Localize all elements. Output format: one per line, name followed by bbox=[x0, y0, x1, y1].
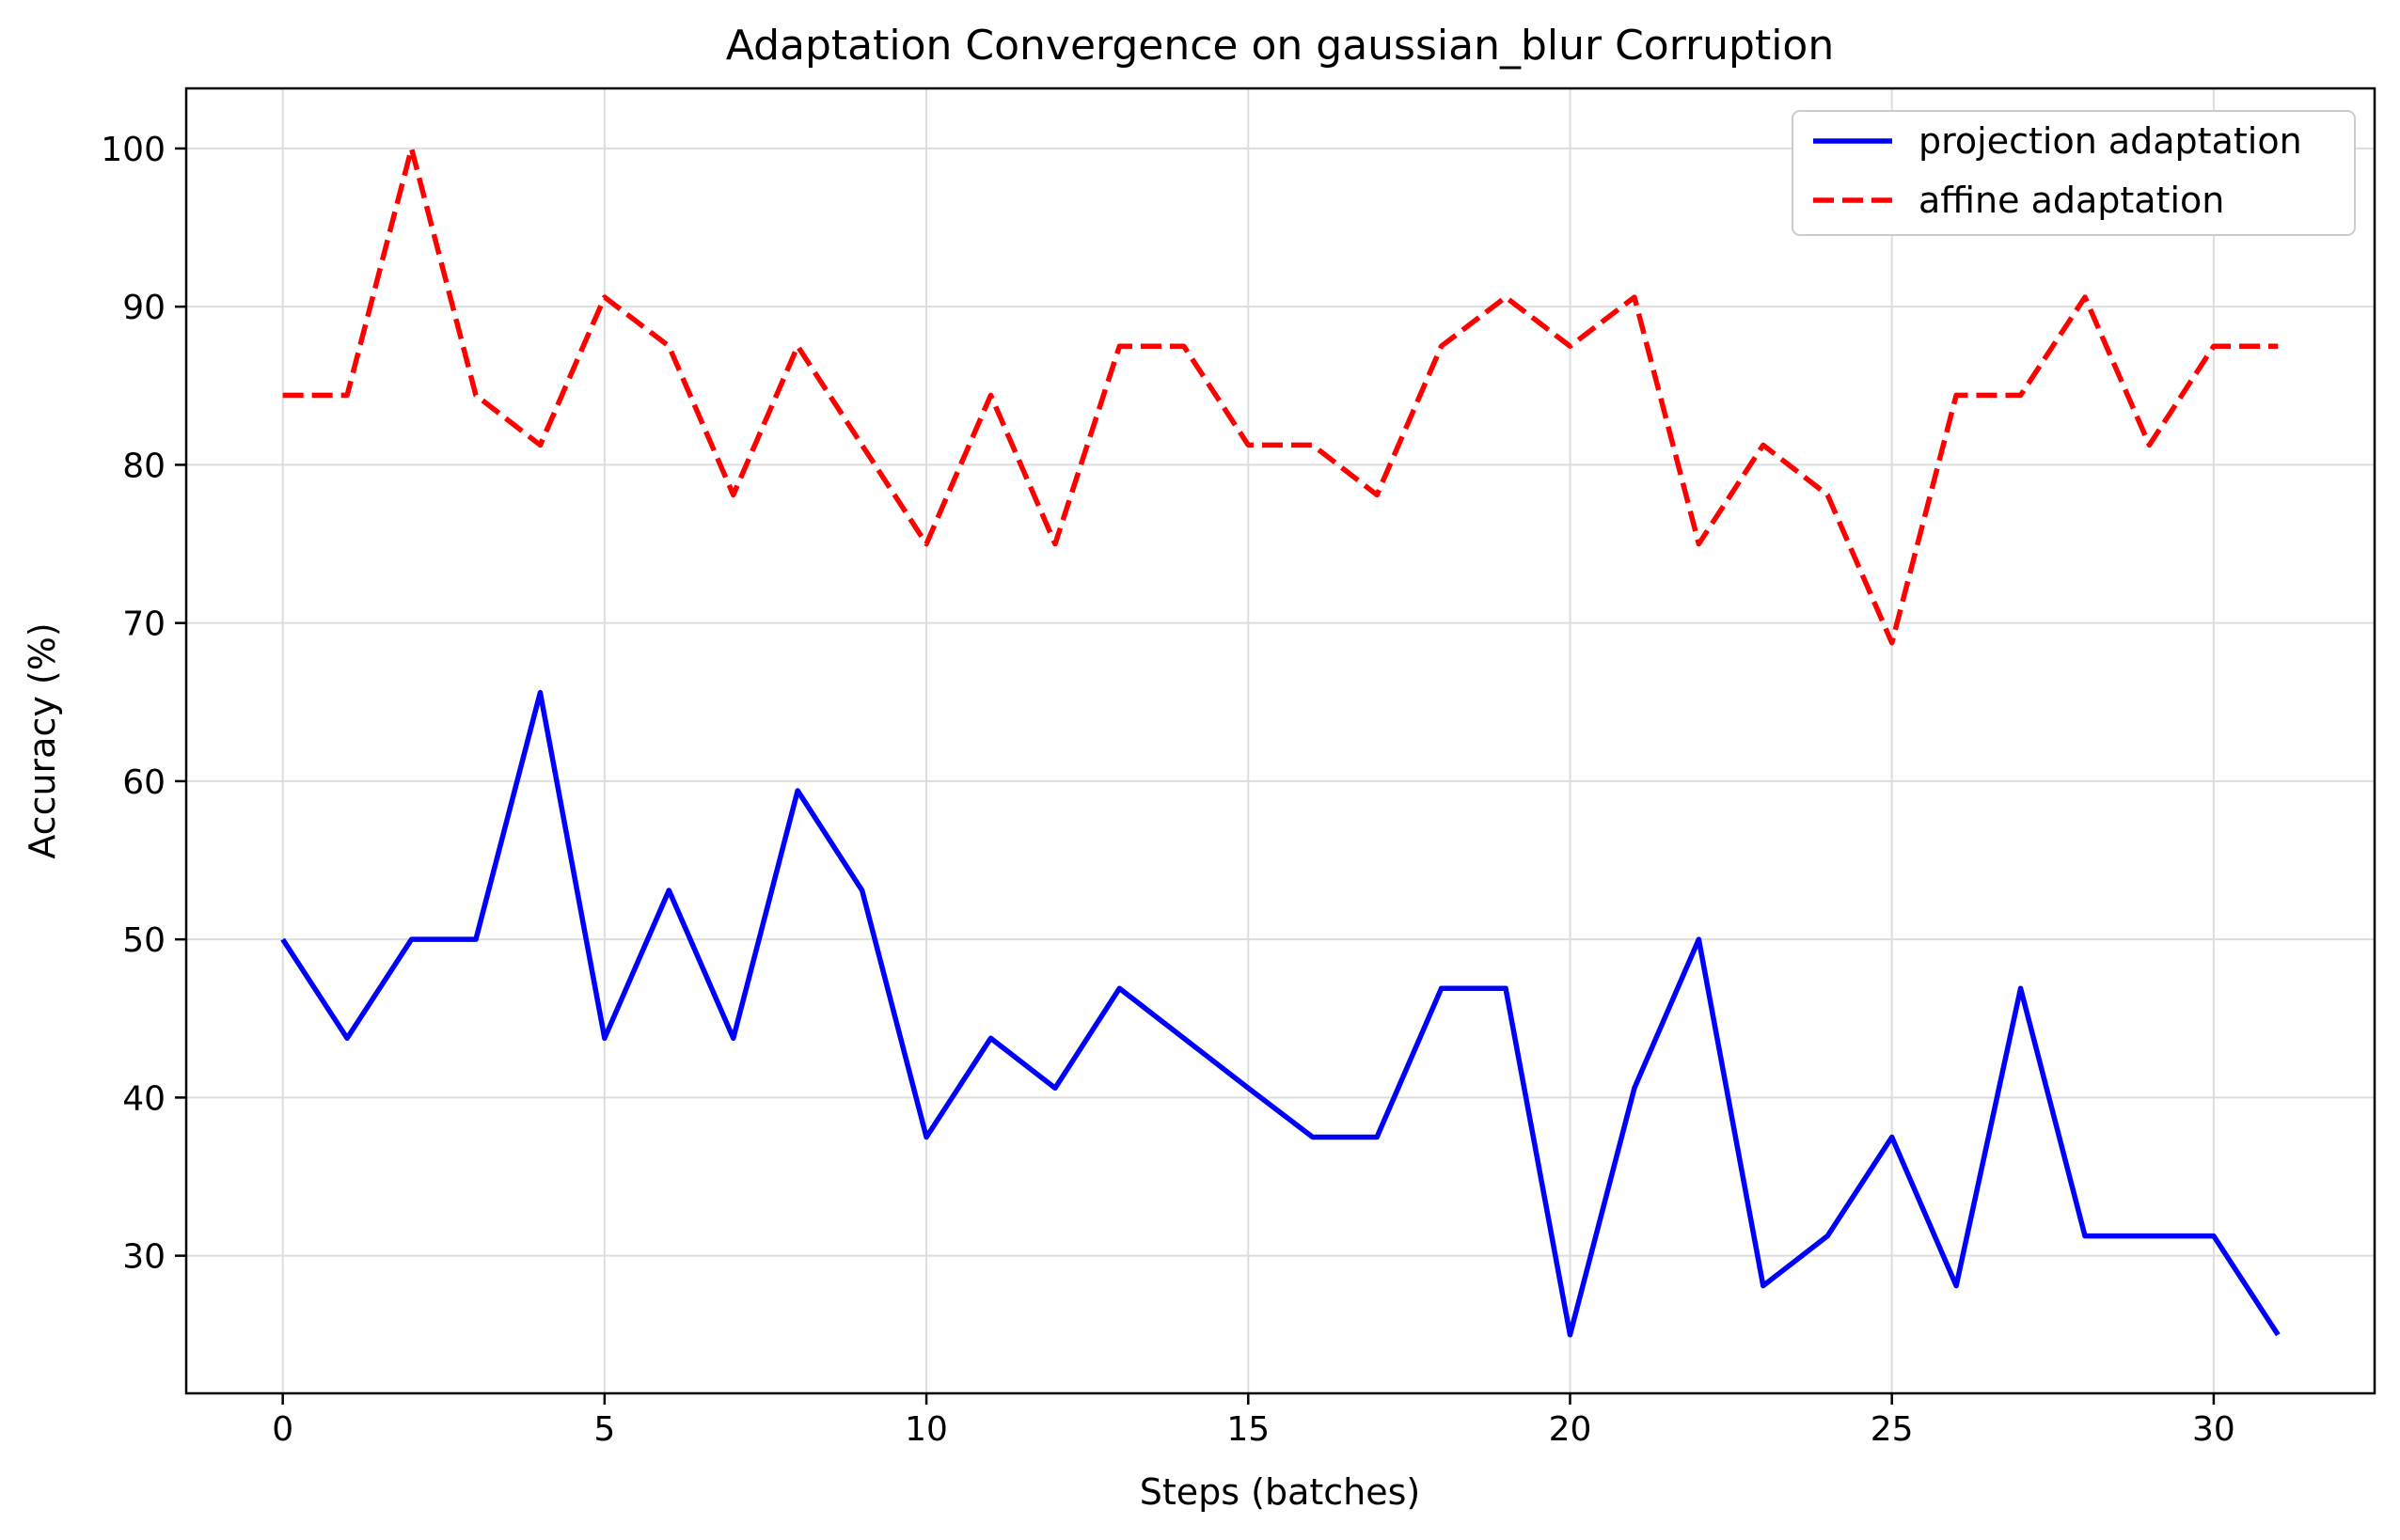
x-tick-label: 10 bbox=[905, 1410, 948, 1449]
x-tick-label: 25 bbox=[1871, 1410, 1914, 1449]
x-tick-label: 15 bbox=[1226, 1410, 1270, 1449]
legend-label-2: affine adaptation bbox=[1918, 180, 2224, 221]
x-tick-label: 30 bbox=[2192, 1410, 2235, 1449]
y-tick-label: 50 bbox=[122, 921, 166, 960]
y-tick-label: 80 bbox=[122, 447, 166, 485]
legend-label-1: projection adaptation bbox=[1918, 120, 2302, 162]
x-axis: 0 5 10 15 20 25 30 bbox=[272, 1393, 2235, 1449]
grid bbox=[186, 88, 2375, 1393]
series-group bbox=[280, 146, 2281, 1338]
y-tick-label: 60 bbox=[122, 763, 166, 802]
x-tick-label: 5 bbox=[593, 1410, 615, 1449]
y-tick-label: 70 bbox=[122, 605, 166, 644]
legend: projection adaptation affine adaptation bbox=[1792, 110, 2356, 236]
legend-frame bbox=[1792, 110, 2356, 236]
chart-title: Adaptation Convergence on gaussian_blur … bbox=[726, 22, 1834, 70]
series-line-2 bbox=[282, 146, 2279, 646]
x-axis-label: Steps (batches) bbox=[1140, 1471, 1421, 1513]
y-tick-label: 100 bbox=[101, 131, 166, 169]
y-axis-label: Accuracy (%) bbox=[22, 622, 63, 858]
x-tick-label: 0 bbox=[272, 1410, 293, 1449]
y-axis: 30 40 50 60 70 80 90 100 bbox=[101, 131, 186, 1277]
x-tick-label: 20 bbox=[1549, 1410, 1592, 1449]
y-tick-label: 90 bbox=[122, 289, 166, 327]
y-tick-label: 30 bbox=[122, 1238, 166, 1277]
plot-frame bbox=[184, 86, 2376, 1395]
series-line-1 bbox=[280, 689, 2281, 1338]
y-tick-label: 40 bbox=[122, 1079, 166, 1118]
